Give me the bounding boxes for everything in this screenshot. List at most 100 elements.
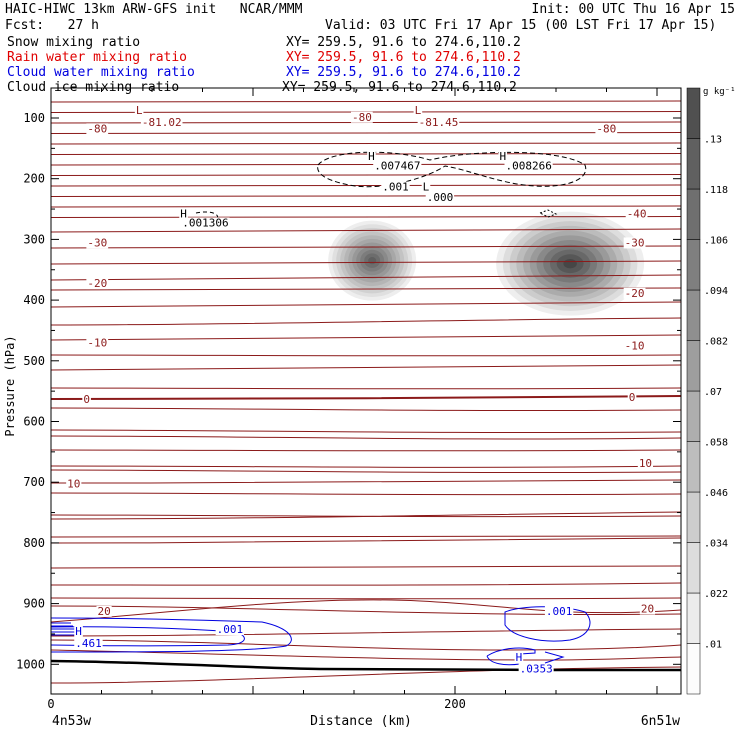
temperature-label-bg (623, 287, 646, 299)
extrema-label-bg (179, 208, 188, 220)
temperature-isotherms (51, 100, 681, 684)
field-snow-xy: XY= 259.5, 91.6 to 274.6,110.2 (286, 35, 521, 50)
colorbar-tick-label: .058 (704, 438, 728, 449)
field-cloudwater-label: Cloud water mixing ratio (7, 65, 195, 80)
colorbar-box (686, 441, 701, 493)
temperature-label-bg (96, 605, 112, 617)
y-tick-label: 600 (23, 415, 45, 429)
colorbar-box (686, 643, 701, 695)
temperature-label-bg (639, 603, 656, 615)
colorbar-box (686, 138, 701, 190)
isotherm-zero (51, 395, 681, 401)
extrema-label-bg (215, 624, 245, 636)
isotherm-20 (51, 599, 681, 623)
temperature-label: 10 (639, 457, 652, 470)
extrema-label: .001 (217, 623, 244, 636)
isotherm (51, 628, 681, 637)
temperature-label: 10 (67, 477, 80, 490)
x-axis-label: Distance (km) (310, 714, 412, 729)
extrema-label: H (180, 207, 187, 220)
contour-labels: -80 -80 -80 -40 -30 -30 -20 -20 -10 -10 0 0 10 10 20 20… (66, 104, 656, 676)
extrema-label: .007467 (374, 159, 420, 172)
colorbar-tick-label: .07 (704, 387, 722, 398)
isotherm (51, 582, 681, 586)
isotherm (51, 666, 681, 684)
isotherm (51, 492, 681, 496)
extrema-label: H (75, 625, 82, 638)
isotherm (51, 469, 681, 474)
colorbar-box (686, 87, 701, 139)
snow-shading (328, 211, 645, 316)
isotherm (51, 153, 681, 155)
colorbar-box (686, 340, 701, 392)
header-title: HAIC-HIWC 13km ARW-GFS init NCAR/MMM (5, 2, 303, 17)
extrema-label: H (368, 150, 375, 163)
x-end-label-right: 6n51w (641, 714, 680, 729)
isotherm (51, 435, 681, 440)
colorbar-tick-label: .106 (704, 236, 728, 247)
extrema-label-bg (514, 652, 524, 664)
cloud-ice-contour (538, 209, 558, 218)
y-tick-label: 800 (23, 536, 45, 550)
terrain-line (51, 659, 681, 672)
header-valid: Valid: 03 UTC Fri 17 Apr 15 (00 LST Fri … (325, 18, 717, 33)
colorbar-box (686, 188, 701, 240)
colorbar-tick-label: .13 (704, 135, 722, 146)
colorbar-box (686, 491, 701, 543)
extrema-label-bg (74, 625, 83, 637)
colorbar-box (686, 592, 701, 644)
temperature-label: -80 (352, 111, 372, 124)
cloud-ice-contour (317, 151, 587, 188)
field-rain-xy: XY= 259.5, 91.6 to 274.6,110.2 (286, 50, 521, 65)
colorbar-tick-label: .022 (704, 589, 728, 600)
isotherm (51, 184, 681, 187)
x-end-label-left: 4n53w (52, 714, 91, 729)
temperature-label: 0 (629, 391, 636, 404)
temperature-label-bg (350, 111, 373, 123)
colorbar-unit: g kg⁻¹ (703, 87, 736, 97)
y-tick-label: 100 (23, 111, 45, 125)
header-fcst: Fcst: 27 h (5, 18, 99, 33)
colorbar-tick-label: .01 (704, 640, 722, 651)
isotherm (51, 142, 681, 145)
extrema-label: .001306 (182, 216, 228, 229)
isotherm (51, 216, 681, 218)
colorbar-tick-label: .094 (704, 286, 728, 297)
extrema-label-bg (498, 151, 508, 163)
cloud-water-contour (51, 626, 245, 647)
extrema-label: L (136, 104, 143, 117)
cloud-water-contour (486, 655, 521, 666)
isotherm (51, 205, 681, 208)
colorbar-box (686, 542, 701, 594)
extrema-label: .008266 (506, 159, 552, 172)
extrema-label: .001 (382, 181, 409, 194)
isotherm (51, 387, 681, 390)
x-tick-label: 0 (47, 697, 54, 711)
temperature-label: 20 (97, 605, 110, 618)
isotherm (51, 537, 681, 544)
extrema-label: .000 (427, 191, 454, 204)
extrema-label-bg (381, 181, 410, 193)
extrema-label: H (499, 150, 506, 163)
temperature-label: 0 (83, 393, 90, 406)
extrema-label-bg (425, 191, 455, 203)
extrema-label-bg (367, 151, 376, 163)
isotherm (51, 449, 681, 452)
extrema-label: L (423, 181, 430, 194)
cloud-water-contour (486, 647, 565, 664)
extrema-label: L (415, 104, 422, 117)
colorbar-tick-label: .118 (704, 185, 728, 196)
isotherm (51, 100, 681, 103)
temperature-label-bg (625, 208, 648, 220)
isotherm (51, 479, 681, 484)
extrema-label: H (516, 651, 523, 664)
temperature-label-bg (623, 340, 646, 352)
extrema-label-bg (413, 105, 423, 117)
y-tick-label: 900 (23, 597, 45, 611)
isotherm (51, 429, 681, 434)
colorbar-tick-label: .046 (704, 488, 728, 499)
temperature-label: -20 (87, 277, 107, 290)
